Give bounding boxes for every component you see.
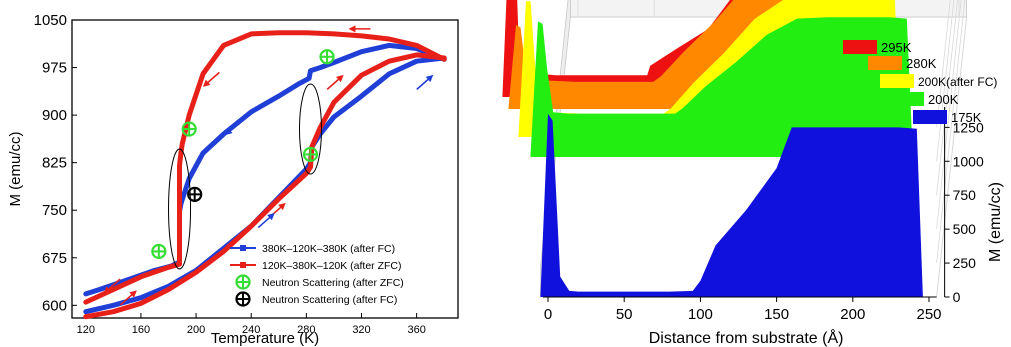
grid-line: [936, 0, 958, 196]
direction-arrow-head: [202, 79, 211, 87]
y-tick-label: 1050: [34, 12, 67, 29]
direction-arrow-head: [278, 202, 286, 211]
profile-ribbon-175k: [540, 113, 937, 297]
direction-arrow: [224, 119, 242, 136]
direction-arrow-head: [348, 25, 356, 33]
magnetization-vs-temperature-chart: 120 160 200 240 280 320 360 600 675 750 825 900 975 1…: [7, 12, 459, 347]
x-tick-label: 150: [764, 306, 789, 323]
y-tick-label: 750: [42, 202, 67, 219]
transition-ellipse: [298, 83, 322, 175]
legend-swatch: [913, 110, 947, 124]
x-tick-label: 280: [297, 324, 315, 336]
legend-label: Neutron Scattering (after FC): [262, 294, 397, 306]
legend-label: 200K: [928, 92, 959, 107]
direction-arrow: [202, 71, 220, 87]
depth-profile-3d-chart: 0 50 100 150 200 250 Distance from substrate (…: [502, 0, 1004, 347]
legend-label: 380K–120K–380K (after FC): [262, 243, 395, 255]
grid-line: [936, 0, 951, 128]
x-tick-label: 250: [916, 306, 941, 323]
x-tick-label: 360: [407, 324, 425, 336]
legend-label: 120K–380K–120K (after ZFC): [262, 260, 402, 272]
y-tick-label: 975: [42, 60, 67, 77]
series-line-zfc-warming: [83, 52, 447, 320]
x-tick-label: 100: [688, 306, 713, 323]
y-tick-label: 675: [42, 250, 67, 267]
neutron-zfc-point: [181, 121, 197, 137]
direction-arrow-head: [129, 290, 137, 298]
legend-marker: [235, 291, 251, 307]
legend-marker: [240, 262, 246, 268]
z-tick-label: 1250: [953, 119, 984, 135]
x-tick-label: 240: [242, 324, 260, 336]
legend-label: 295K: [881, 40, 912, 55]
legend-swatch: [890, 92, 924, 106]
direction-arrow-head: [425, 74, 434, 83]
neutron-zfc-point: [302, 146, 319, 163]
direction-arrow: [119, 290, 137, 306]
direction-arrow: [326, 74, 344, 90]
direction-arrow-head: [224, 127, 233, 136]
direction-arrow-shaft: [416, 76, 431, 90]
legend-label: 175K: [951, 110, 982, 125]
profile-ribbon-200k: [530, 17, 927, 158]
y-tick-label: 900: [42, 107, 67, 124]
z-tick-label: 750: [953, 187, 977, 203]
plot-frame: [71, 19, 459, 319]
direction-arrow-head: [103, 286, 112, 294]
neutron-fc-point: [187, 186, 203, 202]
direction-arrow-head: [267, 213, 275, 221]
x-tick-label: 120: [77, 324, 95, 336]
x-tick-label: 50: [616, 306, 633, 323]
z-tick-label: 1000: [953, 153, 984, 169]
x-tick-label: 0: [544, 306, 552, 323]
grid-line: [936, 16, 968, 298]
direction-arrow-head: [336, 74, 344, 83]
z-tick-label: 500: [953, 221, 977, 237]
direction-arrow: [257, 213, 275, 229]
z-tick-label: 0: [953, 289, 961, 305]
direction-arrow: [103, 278, 121, 294]
direction-arrow: [348, 25, 371, 33]
x-tick-label: 200: [187, 324, 205, 336]
neutron-zfc-point: [319, 49, 335, 65]
x-tick-label: 320: [352, 324, 370, 336]
y-tick-label: 825: [42, 155, 67, 172]
y-axis-label: M (emu/cc): [7, 131, 24, 206]
x-tick-label: 200: [840, 306, 865, 323]
x-axis-label: Temperature (K): [211, 330, 319, 347]
legend-label: Neutron Scattering (after ZFC): [262, 277, 404, 289]
legend-marker: [235, 274, 251, 290]
legend-swatch: [843, 40, 877, 54]
legend-label: 280K: [906, 56, 937, 71]
series-line-fc-cooling: [83, 42, 447, 297]
legend-marker: [240, 245, 246, 251]
legend-label: 200K(after FC): [918, 75, 997, 89]
z-axis-label: M (emu/cc): [987, 182, 1004, 262]
x-tick-label: 160: [132, 324, 150, 336]
neutron-zfc-point: [151, 243, 167, 260]
direction-arrow: [416, 74, 434, 90]
grid-line: [936, 0, 966, 264]
z-tick-label: 250: [953, 255, 977, 271]
legend-swatch: [868, 56, 902, 70]
transition-ellipse: [168, 148, 192, 270]
y-tick-label: 600: [42, 297, 67, 314]
legend-swatch: [880, 74, 914, 88]
x-axis-label: Distance from substrate (Å): [649, 328, 844, 347]
grid-line: [936, 0, 962, 230]
direction-arrow-shaft: [326, 76, 342, 90]
